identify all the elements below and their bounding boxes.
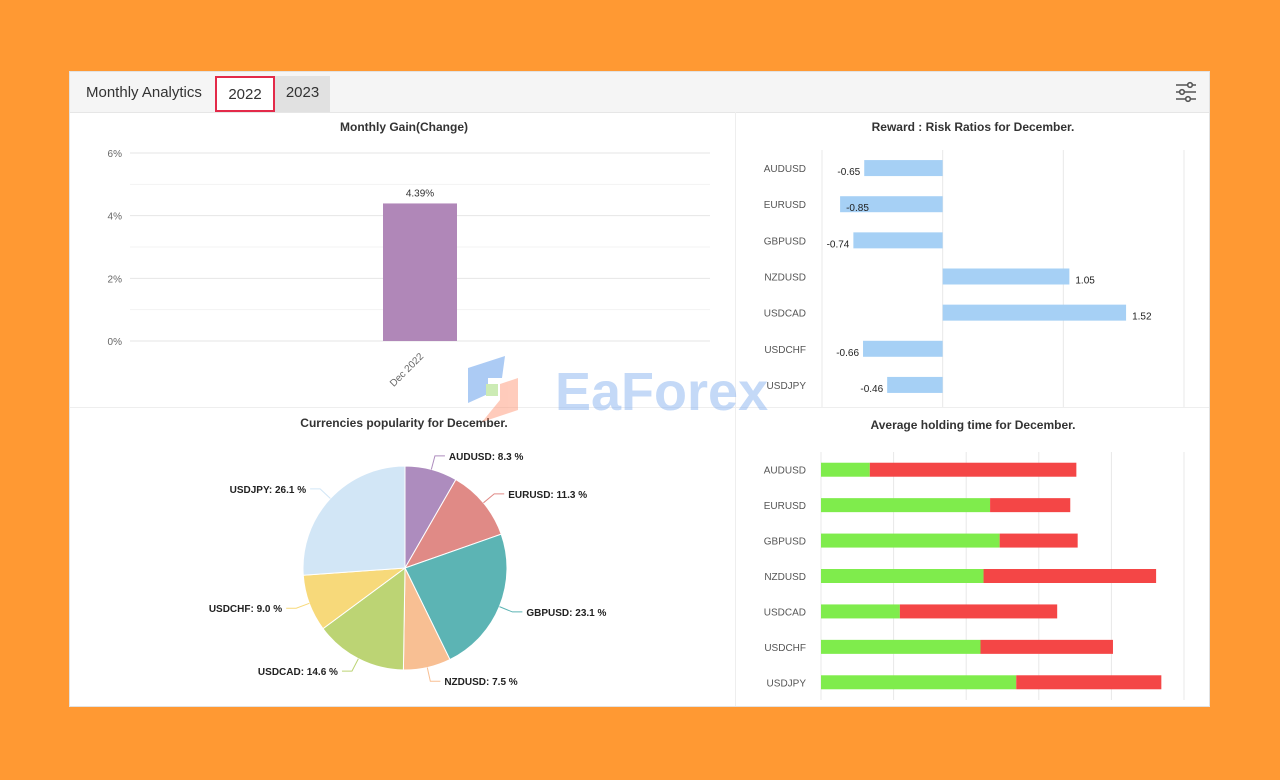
pie-connector — [310, 488, 331, 499]
y-tick-label: NZDUSD — [764, 273, 806, 284]
y-tick-label: USDCHF — [764, 345, 806, 356]
y-tick-label: 0% — [108, 337, 123, 348]
pie-label: EURUSD: 11.3 % — [508, 490, 587, 501]
bar-short-eurusd — [990, 498, 1071, 513]
pie-label: USDJPY: 26.1 % — [230, 485, 307, 496]
y-tick-label: NZDUSD — [764, 572, 806, 583]
bar-short-gbpusd — [999, 533, 1078, 548]
bar-eurusd — [840, 196, 943, 213]
pie-connector — [426, 667, 441, 682]
data-label: 1.05 — [1075, 276, 1095, 287]
bar-long-audusd — [821, 462, 870, 477]
bar-dec-2022 — [383, 203, 457, 341]
y-tick-label: 4% — [108, 212, 123, 223]
pie-connector — [286, 602, 310, 609]
bar-long-usdchf — [821, 639, 981, 654]
bar-audusd — [864, 160, 943, 177]
chart-title: Average holding time for December. — [871, 418, 1076, 432]
monthly-analytics-panel: Monthly Analytics 2022 2023 Monthly Gain… — [69, 71, 1210, 707]
pie-connector — [430, 455, 445, 470]
bar-short-usdjpy — [1016, 675, 1162, 690]
reward-risk-chart: Reward : Risk Ratios for December.-1012A… — [764, 120, 1185, 407]
y-tick-label: USDJPY — [767, 678, 807, 689]
bar-gbpusd — [853, 232, 943, 249]
bar-short-usdchf — [980, 639, 1113, 654]
bar-usdcad — [942, 304, 1127, 321]
tab-2022[interactable]: 2022 — [215, 76, 275, 112]
panel-header: Monthly Analytics 2022 2023 — [70, 72, 1209, 113]
data-label: -0.65 — [837, 167, 860, 178]
data-label: -0.74 — [827, 239, 850, 250]
bar-long-gbpusd — [821, 533, 1000, 548]
panel-title: Monthly Analytics — [86, 84, 202, 101]
data-label: -0.85 — [846, 203, 869, 214]
data-label: -0.46 — [860, 384, 883, 395]
y-tick-label: USDCAD — [764, 309, 806, 320]
y-tick-label: AUDUSD — [764, 466, 806, 477]
currency-popularity-chart: Currencies popularity for December. AUDUS… — [209, 416, 607, 688]
pie-label: GBPUSD: 23.1 % — [526, 608, 606, 619]
bar-usdjpy — [887, 376, 943, 393]
bar-long-nzdusd — [821, 569, 984, 583]
chart-title: Monthly Gain(Change) — [340, 120, 468, 134]
y-tick-label: EURUSD — [764, 200, 806, 211]
tab-2023[interactable]: 2023 — [275, 76, 330, 112]
data-label: 4.39% — [406, 188, 434, 199]
vertical-divider — [735, 112, 736, 706]
y-tick-label: AUDUSD — [764, 164, 806, 175]
pie-label: AUDUSD: 8.3 % — [449, 452, 524, 463]
x-tick-label: Dec 2022 — [388, 351, 426, 389]
bar-long-usdjpy — [821, 675, 1017, 690]
y-tick-label: 6% — [108, 149, 123, 160]
bar-short-audusd — [869, 462, 1077, 477]
pie-slice-eurusd — [403, 478, 502, 569]
y-tick-label: USDCAD — [764, 607, 806, 618]
y-tick-label: USDJPY — [767, 381, 807, 392]
monthly-gain-chart: Monthly Gain(Change) 0% 2% 4% 6% 4.39% Dec 202… — [108, 120, 710, 389]
pie-label: USDCAD: 14.6 % — [258, 667, 338, 678]
pie-connector — [341, 658, 359, 672]
bar-short-nzdusd — [983, 569, 1157, 583]
y-tick-label: EURUSD — [764, 501, 806, 512]
bar-long-eurusd — [821, 498, 991, 513]
bar-long-usdcad — [821, 604, 900, 619]
horizontal-divider — [70, 407, 1209, 408]
data-label: 1.52 — [1132, 312, 1152, 323]
y-tick-label: 2% — [108, 274, 123, 285]
chart-title: Currencies popularity for December. — [300, 416, 507, 430]
pie-label: USDCHF: 9.0 % — [209, 604, 282, 615]
chart-title: Reward : Risk Ratios for December. — [872, 120, 1075, 134]
pie-label: NZDUSD: 7.5 % — [444, 677, 517, 688]
filter-settings-icon[interactable] — [1174, 80, 1198, 104]
pie-connector — [499, 606, 523, 613]
y-tick-label: GBPUSD — [764, 537, 806, 548]
pie-slice-usdjpy — [302, 465, 406, 576]
pie-connector — [483, 493, 505, 504]
y-tick-label: USDCHF — [764, 643, 806, 654]
data-label: -0.66 — [836, 348, 859, 359]
y-tick-label: GBPUSD — [764, 236, 806, 247]
bar-short-usdcad — [899, 604, 1058, 619]
bar-usdchf — [863, 340, 943, 357]
bar-nzdusd — [942, 268, 1070, 285]
holding-time-chart: Average holding time for December.0sec1.… — [764, 418, 1185, 700]
